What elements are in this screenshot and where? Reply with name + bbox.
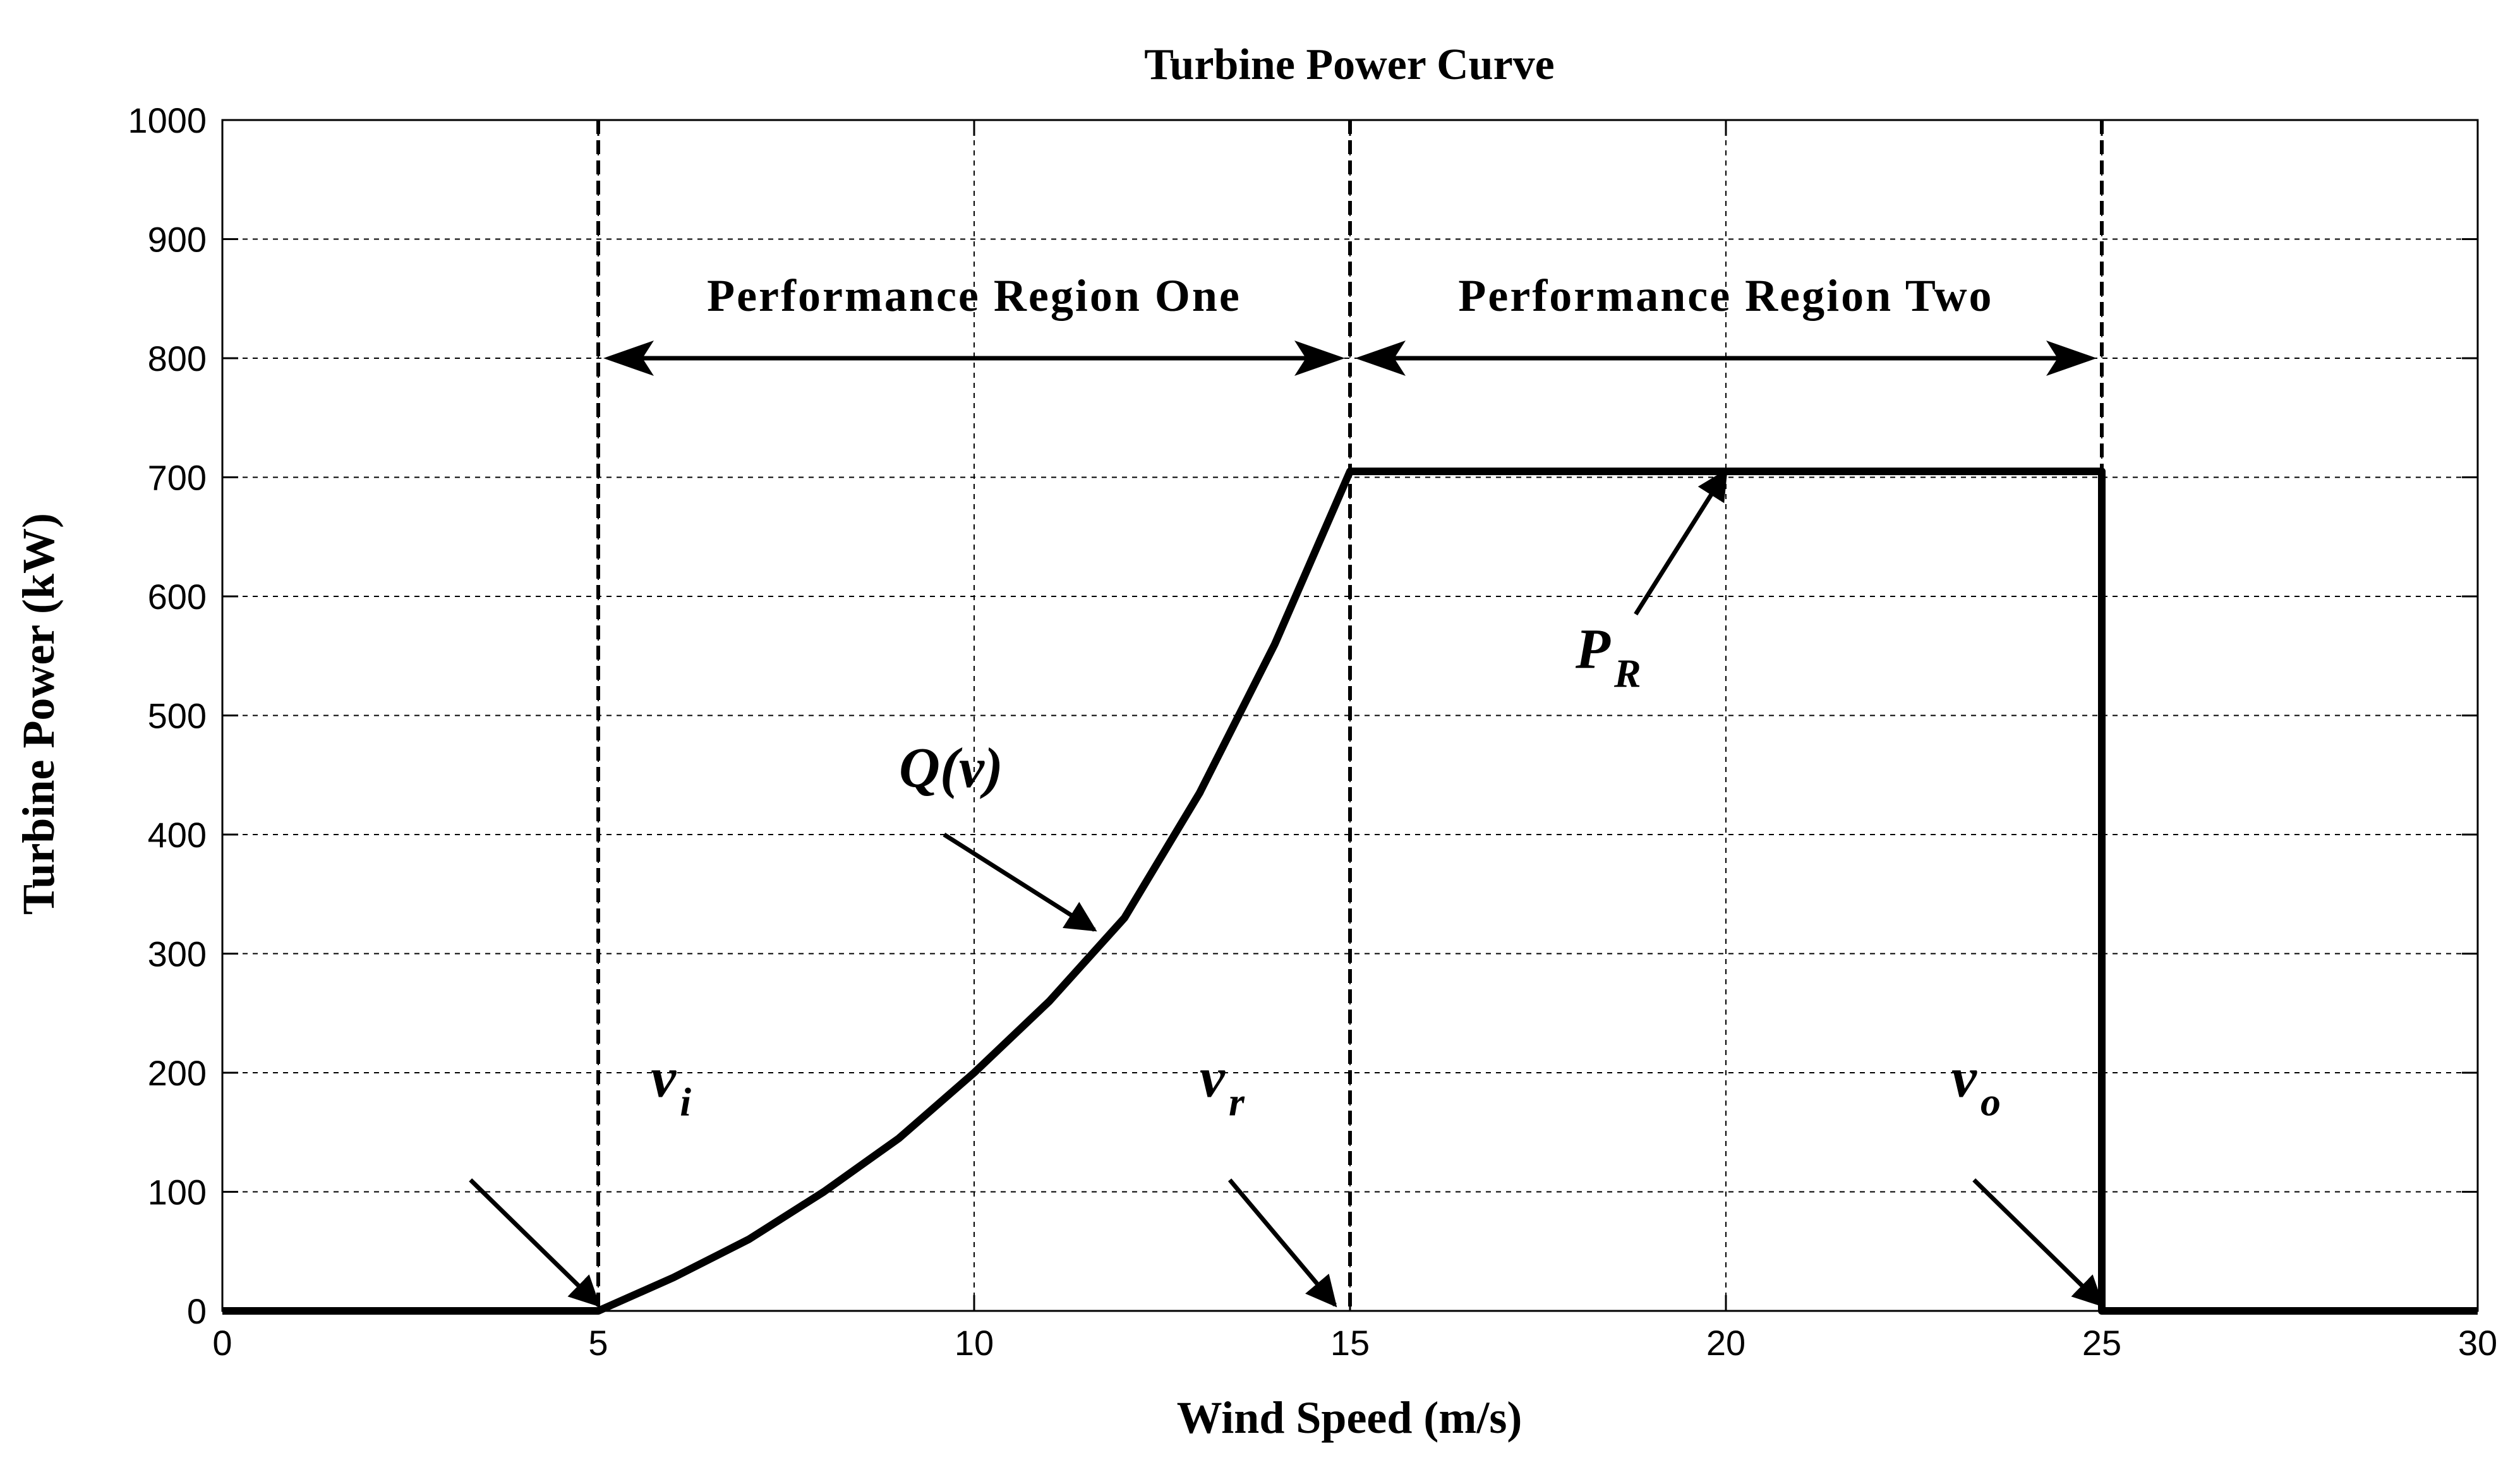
annotation-main-text: v — [1200, 1047, 1226, 1109]
y-tick-label: 500 — [148, 696, 207, 736]
plot-frame — [221, 119, 2479, 1312]
y-tick-label: 100 — [148, 1173, 207, 1212]
x-axis-label: Wind Speed (m/s) — [1177, 1392, 1522, 1443]
annotation-label: vi — [651, 1047, 691, 1125]
annotation-label: vr — [1200, 1047, 1245, 1125]
annotation-subscript: r — [1229, 1080, 1245, 1125]
annotation-subscript: o — [1980, 1080, 2001, 1125]
series-layer — [222, 468, 2478, 1315]
annotation-arrow — [1972, 1178, 2104, 1308]
y-tick-label: 800 — [148, 339, 207, 378]
x-tick-label: 10 — [955, 1323, 994, 1363]
annotation-subscript: R — [1613, 651, 1641, 696]
curve-annotations: vi vr voQ(v)PR — [469, 468, 2104, 1308]
annotation-main-text: v — [1951, 1047, 1977, 1109]
annotation-main-text: Q(v) — [899, 737, 1003, 800]
y-tick-label: 600 — [148, 577, 207, 617]
annotation-subscript: i — [680, 1080, 691, 1125]
y-tick-label: 200 — [148, 1053, 207, 1093]
y-tick-label: 1000 — [128, 100, 207, 140]
x-tick-label: 25 — [2082, 1323, 2121, 1363]
y-axis-label: Turbine Power (kW) — [13, 513, 64, 915]
x-tick-label: 0 — [212, 1323, 232, 1363]
x-tick-label: 20 — [1706, 1323, 1745, 1363]
annotation-main-text: P — [1575, 618, 1611, 680]
annotation-arrow — [1227, 1178, 1337, 1308]
x-tick-label: 5 — [588, 1323, 608, 1363]
region-arrowhead-left — [1355, 341, 1406, 376]
annotation-arrow — [1634, 468, 1728, 616]
region-annotations: Performance Region One Performance Region… — [603, 270, 2097, 376]
y-tick-labels: 0 100 200 300 400 500 600 700 800 900 1000 — [128, 100, 207, 1331]
region-label: Performance Region Two — [1458, 270, 1993, 321]
x-tick-label: 15 — [1330, 1323, 1370, 1363]
annotation-label: Q(v) — [899, 737, 1003, 800]
x-tick-labels: 0 5 10 15 20 25 30 — [212, 1323, 2497, 1363]
region-arrowhead-right — [2046, 341, 2097, 376]
region-arrowhead-right — [1294, 341, 1345, 376]
annotation-arrow — [469, 1178, 601, 1308]
region-arrowhead-left — [603, 341, 654, 376]
y-tick-label: 700 — [148, 458, 207, 498]
chart-title: Turbine Power Curve — [1144, 40, 1554, 89]
y-tick-label: 900 — [148, 220, 207, 260]
annotation-arrow — [943, 833, 1097, 932]
region-label: Performance Region One — [707, 270, 1241, 321]
power-curve-line — [222, 468, 2478, 1315]
y-tick-label: 400 — [148, 815, 207, 855]
x-tick-label: 30 — [2458, 1323, 2497, 1363]
annotation-label: PR — [1575, 618, 1641, 696]
y-tick-label: 300 — [148, 934, 207, 974]
y-tick-label: 0 — [187, 1291, 207, 1331]
annotation-label: vo — [1951, 1047, 2001, 1125]
annotation-main-text: v — [651, 1047, 677, 1109]
